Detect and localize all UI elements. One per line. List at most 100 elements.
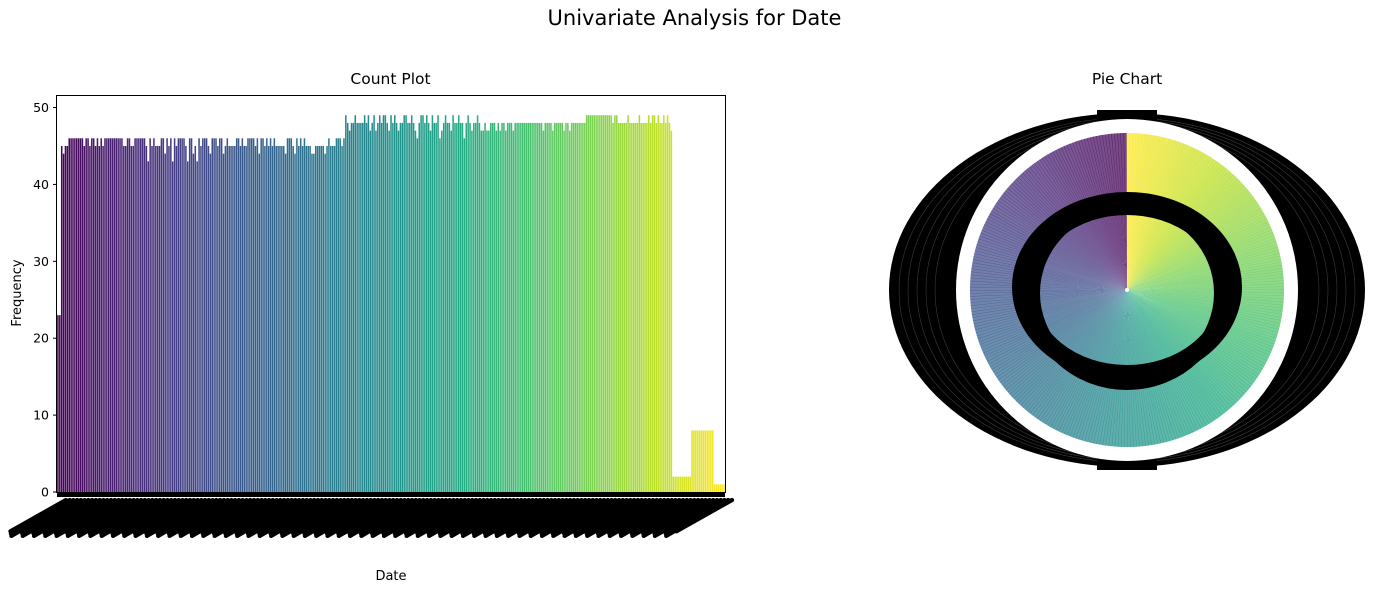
pie-slice — [1018, 290, 1127, 406]
bar — [482, 130, 484, 492]
bar — [247, 138, 249, 493]
pie-slice — [1032, 290, 1127, 418]
bar — [608, 115, 611, 492]
bar — [380, 122, 383, 492]
y-tick-label: 30 — [33, 254, 49, 269]
bar — [320, 145, 323, 493]
bar — [124, 145, 127, 493]
slice-label-cluster — [889, 113, 1365, 467]
bar — [181, 138, 183, 493]
bar — [333, 145, 336, 493]
bar — [281, 145, 283, 493]
bar — [463, 138, 466, 493]
bar — [288, 138, 291, 493]
bar — [457, 115, 460, 492]
pie-slice — [991, 207, 1127, 290]
bar — [102, 145, 104, 493]
pie-slice — [1127, 290, 1143, 447]
bar — [636, 122, 639, 492]
bar — [79, 138, 82, 493]
bar — [239, 145, 242, 493]
pie-slice — [1127, 290, 1251, 390]
bar — [363, 115, 366, 492]
bar — [567, 122, 569, 492]
bar — [471, 130, 473, 492]
bar — [318, 145, 321, 493]
bar — [151, 145, 153, 493]
pie-slice — [1102, 290, 1127, 446]
pie-slice — [1007, 185, 1127, 290]
pie-slice — [1127, 290, 1283, 318]
bar — [303, 138, 306, 493]
pie-slice — [1127, 172, 1234, 290]
bar — [595, 115, 597, 492]
pie-slice — [1013, 178, 1127, 290]
bar — [429, 130, 432, 492]
pie-slice — [1127, 290, 1269, 362]
bar — [681, 476, 684, 492]
bar — [503, 122, 505, 492]
y-tick-label: 50 — [33, 100, 49, 115]
bar — [326, 145, 328, 493]
pie-slice — [1123, 290, 1128, 448]
bar — [617, 122, 620, 492]
pie-slice — [1066, 143, 1127, 290]
pie-outline-ring — [956, 119, 1298, 461]
bar — [465, 122, 468, 492]
bar — [422, 115, 424, 492]
pie-slice — [994, 290, 1127, 378]
pie-slice — [1127, 166, 1227, 290]
bar — [454, 122, 456, 492]
bar — [202, 138, 204, 493]
pie-slice — [1127, 290, 1284, 306]
bar — [538, 122, 541, 492]
bar — [296, 138, 298, 493]
pie-slice — [1127, 290, 1171, 442]
pie-slice — [991, 290, 1127, 373]
bar — [501, 122, 503, 492]
pie-slice — [1127, 143, 1188, 290]
pie-slice — [1127, 290, 1282, 321]
pie-slice — [970, 290, 1127, 303]
bar — [149, 138, 151, 493]
bar — [111, 138, 114, 493]
pie-slice — [1127, 290, 1194, 434]
bar — [678, 476, 680, 492]
pie-slice — [1075, 140, 1127, 290]
bar — [663, 115, 665, 492]
bar — [606, 115, 609, 492]
bar — [565, 122, 567, 492]
bar — [168, 145, 170, 493]
pie-slice — [1120, 133, 1127, 290]
bar — [314, 145, 317, 493]
bar — [696, 430, 699, 492]
pie-slice — [974, 247, 1127, 290]
pie-slice — [971, 290, 1127, 319]
bar — [409, 122, 411, 492]
bar — [279, 145, 281, 493]
bar — [544, 122, 547, 492]
pie-slice — [1127, 162, 1222, 290]
bar — [158, 145, 161, 493]
pie-slice — [1064, 290, 1127, 436]
bar — [367, 115, 370, 492]
bar — [646, 122, 648, 492]
bar — [625, 122, 627, 492]
bar — [570, 122, 573, 492]
pie-slice — [1015, 176, 1127, 290]
pie-slice — [1127, 135, 1158, 290]
pie-slice — [1058, 147, 1127, 290]
bar — [505, 130, 507, 492]
pie-slice — [1127, 235, 1276, 290]
bar — [491, 122, 494, 492]
bar — [420, 115, 422, 492]
pie-slice — [1078, 290, 1127, 441]
bar — [674, 476, 676, 492]
bar — [708, 430, 710, 492]
count-plot-frame — [56, 95, 726, 493]
pie-slice — [1127, 168, 1229, 290]
pie-inner-labels — [1012, 192, 1242, 390]
pie-slice — [1127, 180, 1243, 290]
bar — [207, 145, 210, 493]
bar — [209, 153, 212, 493]
